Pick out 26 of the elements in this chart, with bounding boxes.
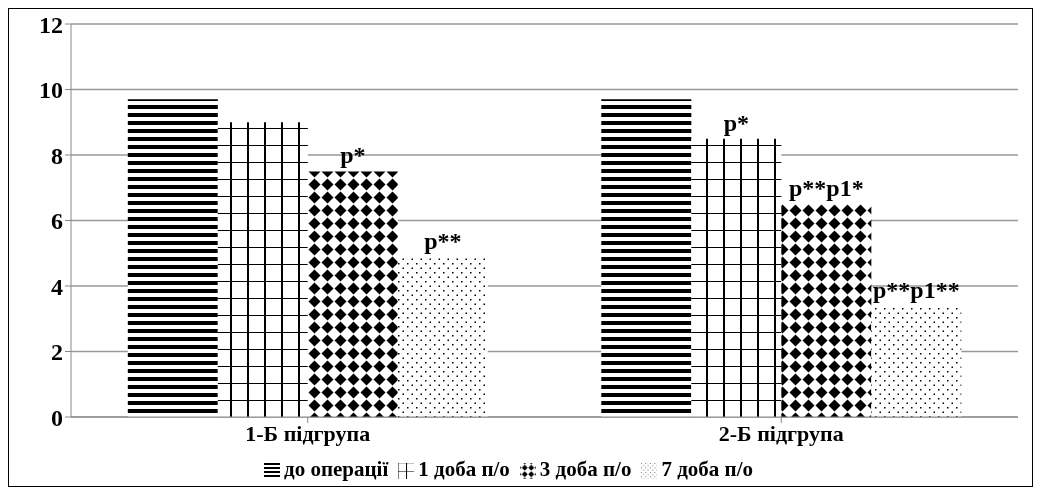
legend-label: 1 доба п/о	[418, 457, 510, 481]
legend-label: до операції	[284, 457, 389, 481]
bar	[601, 99, 692, 417]
y-tick-label: 4	[51, 273, 63, 300]
y-tick-label: 10	[39, 77, 63, 104]
bar	[127, 99, 218, 417]
bar	[871, 305, 962, 417]
bar	[217, 122, 308, 417]
y-tick-label: 2	[51, 339, 63, 366]
bar	[781, 204, 872, 417]
legend-label: 7 доба п/о	[661, 457, 753, 481]
annotation: p*	[340, 142, 366, 169]
bar	[691, 138, 782, 417]
annotation: p**p1**	[872, 276, 960, 303]
y-tick-label: 6	[51, 208, 63, 235]
y-tick-label: 0	[51, 404, 63, 431]
legend-label: 3 доба п/о	[539, 457, 632, 481]
bar	[397, 256, 488, 417]
x-tick-label: 1-Б підгрупа	[245, 420, 371, 446]
annotation: p**p1*	[788, 175, 864, 202]
y-tick-label: 12	[39, 11, 63, 38]
annotation: p**	[424, 227, 462, 254]
bar	[307, 171, 398, 417]
x-tick-label: 2-Б підгрупа	[718, 420, 844, 446]
y-tick-label: 8	[51, 142, 63, 169]
annotation: p*	[723, 109, 749, 136]
